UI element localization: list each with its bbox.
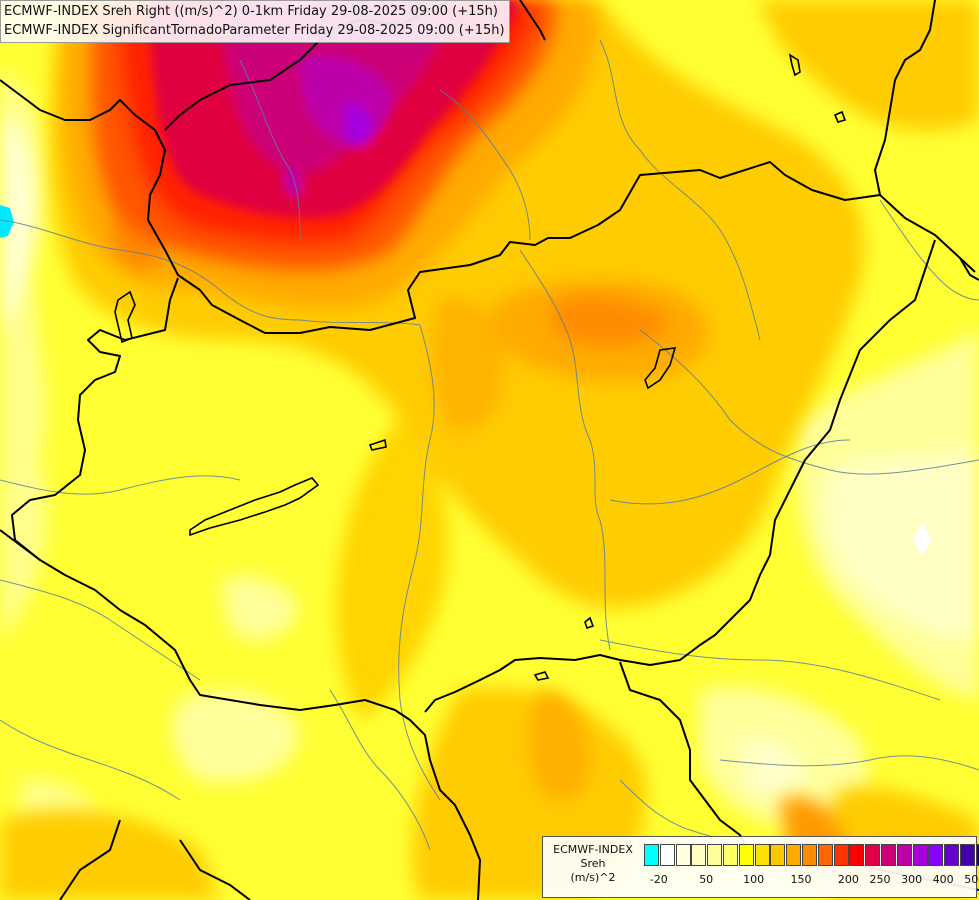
white-spot (913, 522, 932, 556)
legend-tick-label: 400 (932, 873, 954, 886)
lake-tisza (644, 347, 677, 390)
legend-tick-label: 500 (964, 873, 979, 886)
legend-title-line1: ECMWF-INDEX (553, 843, 633, 856)
title-sreh: ECMWF-INDEX Sreh Right ((m/s)^2) 0-1km F… (4, 4, 498, 19)
legend-tick-label: 100 (743, 873, 765, 886)
legend-swatch (707, 844, 723, 866)
legend-tick-label: 50 (699, 873, 714, 886)
legend-swatch (675, 844, 691, 866)
legend-ticks: -2050100150200250300400500700 (644, 873, 979, 889)
legend-title-line2: Sreh (580, 857, 606, 870)
river-lines (0, 39, 979, 851)
legend-swatch (738, 844, 754, 866)
legend-swatch (770, 844, 786, 866)
legend-tick-label: -20 (649, 873, 668, 886)
legend-swatch (817, 844, 833, 866)
legend-title: ECMWF-INDEX Sreh (m/s)^2 (547, 843, 639, 885)
legend-swatch (644, 844, 659, 866)
legend-tick-label: 250 (869, 873, 891, 886)
lake-balaton (189, 477, 320, 537)
legend-tick-label: 150 (790, 873, 812, 886)
map-title-box: ECMWF-INDEX Sreh Right ((m/s)^2) 0-1km F… (0, 0, 510, 43)
legend-tick-label: 300 (901, 873, 923, 886)
legend-swatch (880, 844, 896, 866)
color-legend: ECMWF-INDEX Sreh (m/s)^2 -20 50 100 150 200 2… (542, 836, 979, 898)
legend-swatch (833, 844, 849, 866)
legend-swatch (959, 844, 975, 866)
legend-swatch (786, 844, 802, 866)
legend-swatch (801, 844, 817, 866)
lake-neusiedl (114, 290, 136, 344)
legend-swatch (754, 844, 770, 866)
legend-tick-label: 200 (837, 873, 859, 886)
lake-outlines (114, 53, 847, 681)
contour-fill-layer (0, 70, 979, 864)
legend-title-line3: (m/s)^2 (570, 871, 616, 884)
legend-swatch (691, 844, 707, 866)
legend-swatch (928, 844, 944, 866)
legend-swatch (722, 844, 738, 866)
title-stp: ECMWF-INDEX SignificantTornadoParameter … (4, 23, 505, 38)
legend-swatch (944, 844, 960, 866)
legend-swatch (912, 844, 928, 866)
legend-swatch (849, 844, 865, 866)
legend-swatches (644, 844, 979, 866)
legend-swatch (975, 844, 979, 866)
legend-swatch (659, 844, 675, 866)
legend-swatch (896, 844, 912, 866)
legend-swatch (865, 844, 881, 866)
